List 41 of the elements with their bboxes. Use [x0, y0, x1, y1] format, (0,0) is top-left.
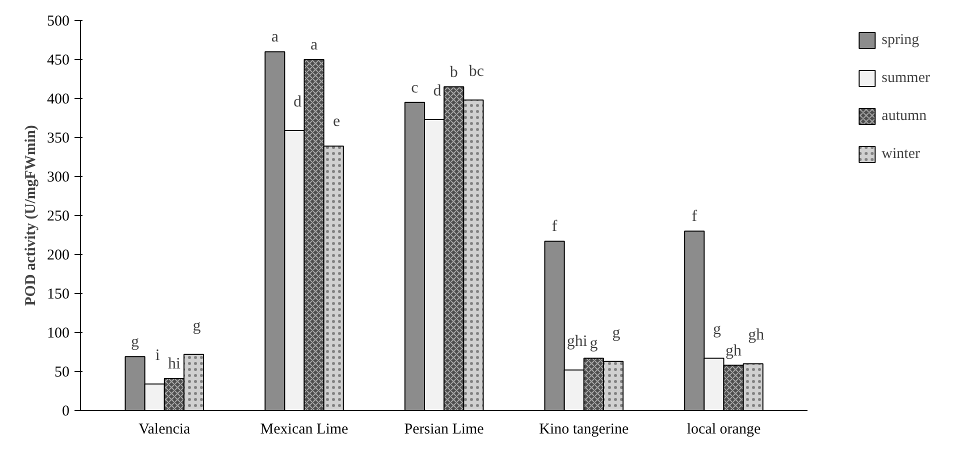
data-label: d: [293, 93, 302, 110]
x-tick-label: Mexican Lime: [260, 422, 349, 438]
data-label: a: [310, 36, 318, 54]
data-label: gh: [726, 342, 742, 360]
data-label: g: [590, 335, 598, 352]
x-tick-label: Kino tangerine: [539, 422, 630, 438]
y-tick-label: 500: [47, 14, 70, 30]
y-tick-label: 0: [62, 404, 70, 420]
data-label: hi: [168, 356, 181, 373]
y-tick-label: 300: [47, 170, 70, 186]
data-label: c: [411, 79, 418, 96]
data-label: f: [692, 208, 698, 226]
data-label: g: [131, 334, 140, 351]
y-tick-label: 350: [47, 130, 70, 146]
y-tick-label: 450: [47, 52, 70, 68]
data-label: g: [612, 324, 620, 342]
data-label: bc: [468, 63, 484, 80]
data-label: e: [333, 113, 340, 130]
data-label: gh: [748, 326, 764, 344]
legend-label: autumn: [882, 108, 927, 124]
data-label: b: [450, 64, 458, 81]
data-label: g: [192, 317, 201, 334]
legend-label: summer: [882, 70, 930, 86]
data-label: d: [433, 82, 442, 100]
legend-label: winter: [882, 146, 920, 162]
x-tick-label: Persian Lime: [404, 422, 484, 438]
y-tick-label: 50: [54, 364, 70, 380]
x-tick-label: local orange: [686, 422, 761, 438]
y-tick-label: 200: [47, 248, 70, 264]
legend-label: spring: [882, 32, 920, 48]
y-axis-title: POD activity (U/mgFWmin): [23, 125, 39, 306]
y-tick-label: 100: [47, 326, 70, 342]
y-tick-label: 150: [47, 286, 70, 302]
data-label: i: [155, 346, 160, 364]
data-label: ghi: [566, 332, 588, 350]
data-label: f: [552, 218, 558, 236]
data-label: a: [271, 28, 278, 46]
data-label: g: [712, 321, 721, 338]
y-tick-label: 250: [47, 208, 70, 224]
y-tick-label: 400: [47, 92, 70, 108]
x-tick-label: Valencia: [138, 422, 191, 438]
